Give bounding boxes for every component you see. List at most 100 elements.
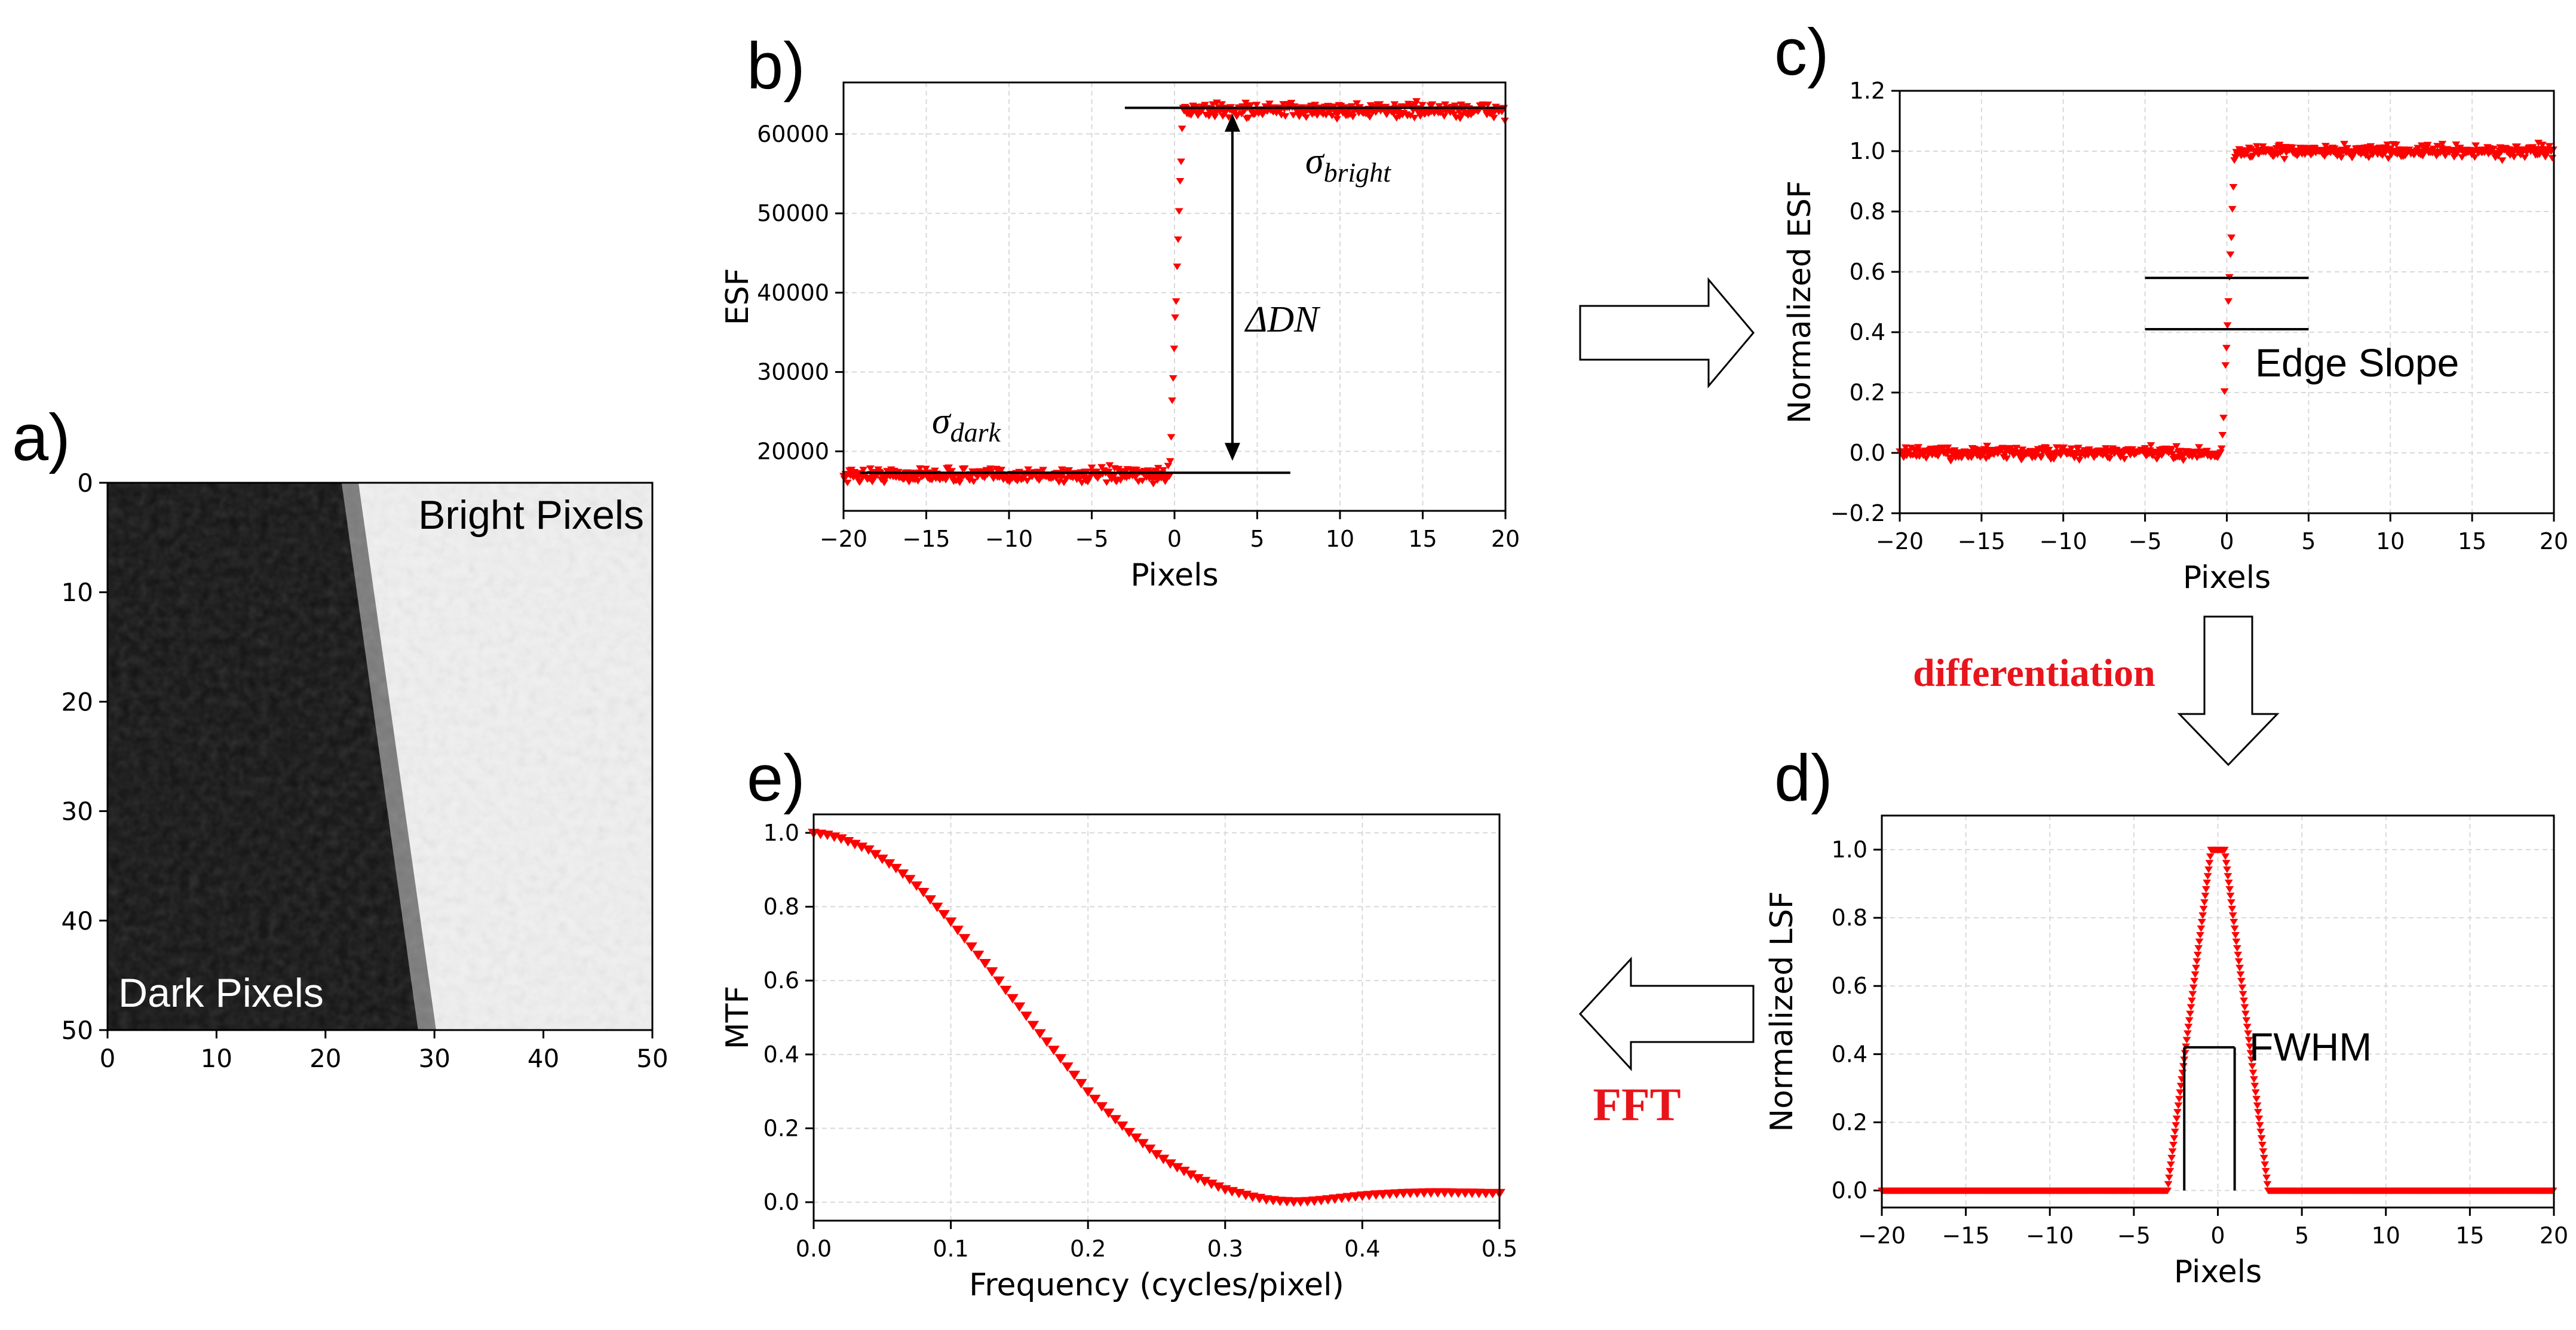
esf-points	[1896, 139, 2557, 465]
esf-point	[1418, 102, 1427, 109]
lsf-point	[2250, 1083, 2259, 1090]
panel-label-b: b)	[747, 29, 805, 103]
esf-point	[1210, 114, 1219, 121]
esf-point	[1168, 397, 1177, 404]
lsf-point	[2261, 1167, 2270, 1175]
x-tick-label-0: 0.0	[796, 1236, 832, 1262]
x-tick-label-3: −5	[2117, 1222, 2151, 1249]
lsf-point	[2248, 1063, 2257, 1070]
esf-point	[2012, 445, 2021, 452]
mtf-point	[1061, 1062, 1074, 1072]
esf-point	[1327, 112, 1336, 119]
esf-point	[2498, 157, 2507, 164]
esf-point	[1224, 114, 1233, 121]
mtf-point	[1342, 1193, 1355, 1203]
x-axis-label: Pixels	[2183, 560, 2271, 596]
mtf-point	[1116, 1121, 1128, 1131]
arrow-right-b-to-c[interactable]	[1579, 277, 1755, 389]
lsf-point	[2244, 1030, 2253, 1037]
x-tick-label-6: 10	[2376, 528, 2405, 554]
esf-point	[1209, 101, 1218, 108]
esf-point	[916, 465, 924, 472]
mtf-point	[876, 854, 888, 865]
lsf-point	[2170, 1129, 2179, 1136]
esf-point	[2146, 442, 2155, 449]
esf-point	[1287, 100, 1296, 107]
y-tick-label-2: 40000	[757, 280, 829, 306]
esf-point	[1097, 464, 1106, 471]
a-y-tick-label-0: 0	[77, 468, 93, 498]
mtf-point	[972, 951, 985, 960]
esf-point	[2429, 145, 2438, 152]
lsf-point	[2262, 1174, 2271, 1181]
mtf-point	[965, 942, 977, 952]
fwhm-label: FWHM	[2249, 1025, 2372, 1069]
y-tick-label-6: 1.0	[1850, 138, 1885, 164]
esf-point	[2520, 154, 2529, 161]
y-axis-label: Normalized LSF	[1764, 891, 1800, 1132]
esf-point	[2217, 445, 2226, 452]
esf-point	[2545, 143, 2554, 150]
esf-point	[942, 477, 950, 484]
esf-point	[1281, 113, 1290, 120]
mtf-point	[1356, 1191, 1369, 1202]
panel-b-chart: −20 −15 −10 −5 0 5 10 15 20 20000 30000 40000 50000 6…	[720, 81, 1520, 593]
esf-point	[2452, 141, 2461, 148]
esf-point	[2221, 362, 2230, 369]
mtf-point	[979, 959, 991, 969]
esf-point	[2538, 142, 2547, 149]
esf-point	[1246, 102, 1255, 109]
x-tick-label-2: 0.2	[1070, 1236, 1106, 1262]
panel-a-image: Bright Pixels Dark Pixels 0 10 20 30 40 50010…	[62, 468, 668, 1073]
y-tick-label-0: 0.0	[1832, 1177, 1867, 1203]
esf-point	[2044, 446, 2053, 453]
y-tick-label-0: −0.2	[1830, 500, 1885, 526]
lsf-point	[2250, 1076, 2258, 1083]
lsf-point	[2164, 1181, 2173, 1188]
esf-point	[2414, 145, 2422, 152]
lsf-point	[2246, 1050, 2255, 1057]
lsf-point	[2166, 1167, 2175, 1175]
esf-point	[1946, 458, 1955, 465]
x-tick-label-6: 10	[1326, 526, 1354, 552]
panel-d-chart: −20 −15 −10 −5 0 5 10 15 20 0.0 0.2 0.4 0.6 0.8 1.0 Pix…	[1764, 814, 2568, 1290]
esf-point	[922, 465, 930, 473]
esf-point	[947, 468, 956, 475]
esf-point	[1035, 477, 1044, 484]
lsf-point	[2224, 873, 2232, 880]
x-tick-label-5: 0.5	[1482, 1236, 1517, 1262]
lsf-point	[2249, 1069, 2258, 1077]
esf-point	[2383, 141, 2392, 148]
lsf-point	[2227, 899, 2235, 906]
lsf-point	[2175, 1096, 2184, 1103]
esf-point	[1348, 114, 1357, 121]
x-tick-label-8: 20	[2540, 1222, 2568, 1249]
esf-point	[2120, 456, 2129, 463]
y-tick-label-2: 0.4	[1832, 1041, 1867, 1067]
arrow-left-d-to-e[interactable]	[1578, 957, 1755, 1071]
arrow-down-c-to-d[interactable]	[2177, 615, 2280, 767]
esf-point	[2384, 155, 2393, 163]
mtf-point	[1020, 1012, 1032, 1021]
esf-point	[1039, 467, 1047, 474]
x-tick-label-1: −15	[1958, 528, 2005, 554]
esf-point	[1410, 115, 1419, 122]
esf-point	[2222, 345, 2231, 352]
y-axis-label: Normalized ESF	[1782, 180, 1818, 424]
esf-point	[1945, 454, 1954, 462]
esf-point	[1333, 116, 1341, 123]
fft-label: FFT	[1593, 1078, 1680, 1130]
mtf-point	[986, 967, 998, 977]
esf-point	[1943, 445, 1952, 452]
esf-point	[2441, 152, 2450, 160]
lsf-point	[2173, 1109, 2182, 1116]
lsf-point	[2230, 919, 2238, 926]
lsf-point	[2203, 873, 2212, 880]
esf-point	[2280, 156, 2289, 163]
mtf-point	[1054, 1054, 1067, 1064]
sigma-dark-subscript: dark	[950, 417, 1002, 448]
mtf-point	[931, 902, 943, 912]
panel-label-e: e)	[747, 741, 805, 815]
esf-point	[1170, 345, 1179, 353]
x-tick-label-3: −5	[2129, 528, 2162, 554]
